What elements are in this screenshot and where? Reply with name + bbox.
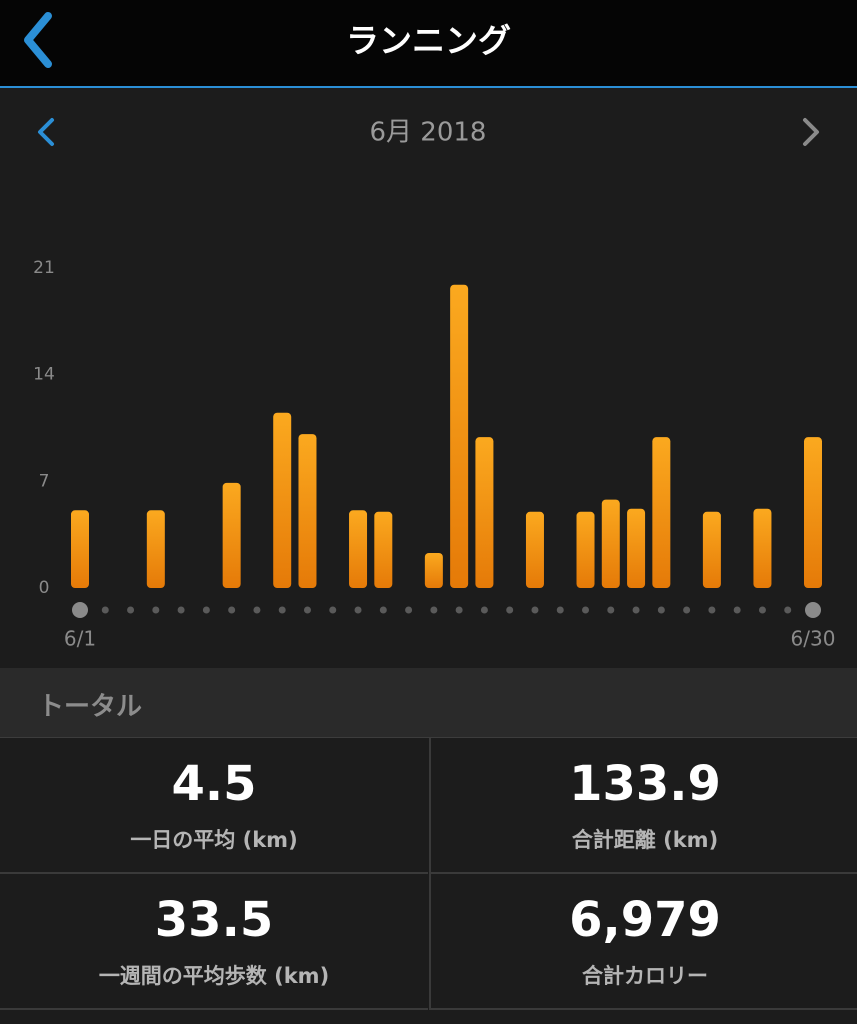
y-tick-label: 0 [39,578,50,598]
day-dot [152,606,160,614]
bar [146,510,165,588]
day-dot [278,606,286,614]
day-dot [683,606,691,614]
chart: 6月 2018 0 7 14 21 6/1 6/30 [33,118,836,651]
day-dot [632,606,640,614]
next-month[interactable] [803,118,819,146]
y-tick-label: 21 [33,258,55,278]
bar [450,284,469,588]
stat-value: 4.5 [171,756,257,812]
stat-label: 合計カロリー [582,964,708,988]
month-label: 6月 2018 [370,118,487,148]
bar [374,511,393,588]
x-tick-label: 6/30 [791,627,836,651]
day-dot [607,606,615,614]
day-dot [228,606,236,614]
stat-label: 一週間の平均歩数 (km) [98,964,330,988]
section-title: トータル [38,692,143,722]
bar [349,510,368,588]
day-dot [556,606,564,614]
day-dot [506,606,514,614]
day-dot [329,606,337,614]
bar [652,437,671,588]
day-dot [127,606,135,614]
bar [273,412,292,588]
day-dot [354,606,362,614]
day-dot [303,606,311,614]
day-dot [253,606,261,614]
day-dot [101,606,109,614]
header: ランニング [0,0,857,88]
day-dot [480,606,488,614]
stat-value: 6,979 [569,892,721,948]
day-dot [72,602,88,618]
stat-label: 一日の平均 (km) [130,828,298,852]
day-dot [708,606,716,614]
stat-value: 133.9 [569,756,721,812]
stat-cell: 6,979 合計カロリー [429,874,857,1010]
stat-value: 33.5 [154,892,274,948]
day-dot [657,606,665,614]
day-dot [582,606,590,614]
stat-label: 合計距離 (km) [571,828,719,852]
y-tick-label: 14 [33,365,55,385]
day-dot [202,606,210,614]
stat-cell: 4.5 一日の平均 (km) [0,738,428,874]
stat-cell: 133.9 合計距離 (km) [429,738,857,874]
bar [627,508,646,588]
day-dot [805,602,821,618]
bar [222,482,241,588]
title: ランニング [346,21,511,60]
bar [525,511,544,588]
bar [298,434,317,588]
day-dot [455,606,463,614]
section-header: トータル [0,668,857,738]
stat-cell: 33.5 一週間の平均歩数 (km) [0,874,428,1010]
prev-month[interactable] [38,118,54,146]
day-dot [733,606,741,614]
bar [601,499,620,588]
back-button[interactable] [10,4,70,84]
bar [702,511,721,588]
day-dot [758,606,766,614]
bar [424,552,443,588]
day-dot [177,606,185,614]
bar [576,511,595,588]
day-dot [405,606,413,614]
y-tick-label: 7 [39,471,50,491]
day-dot [784,606,792,614]
day-dot [430,606,438,614]
day-dot [531,606,539,614]
bar [804,437,822,588]
bar [475,437,494,588]
day-dot [379,606,387,614]
bar [753,508,772,588]
x-tick-label: 6/1 [64,627,96,651]
bar [71,510,89,588]
